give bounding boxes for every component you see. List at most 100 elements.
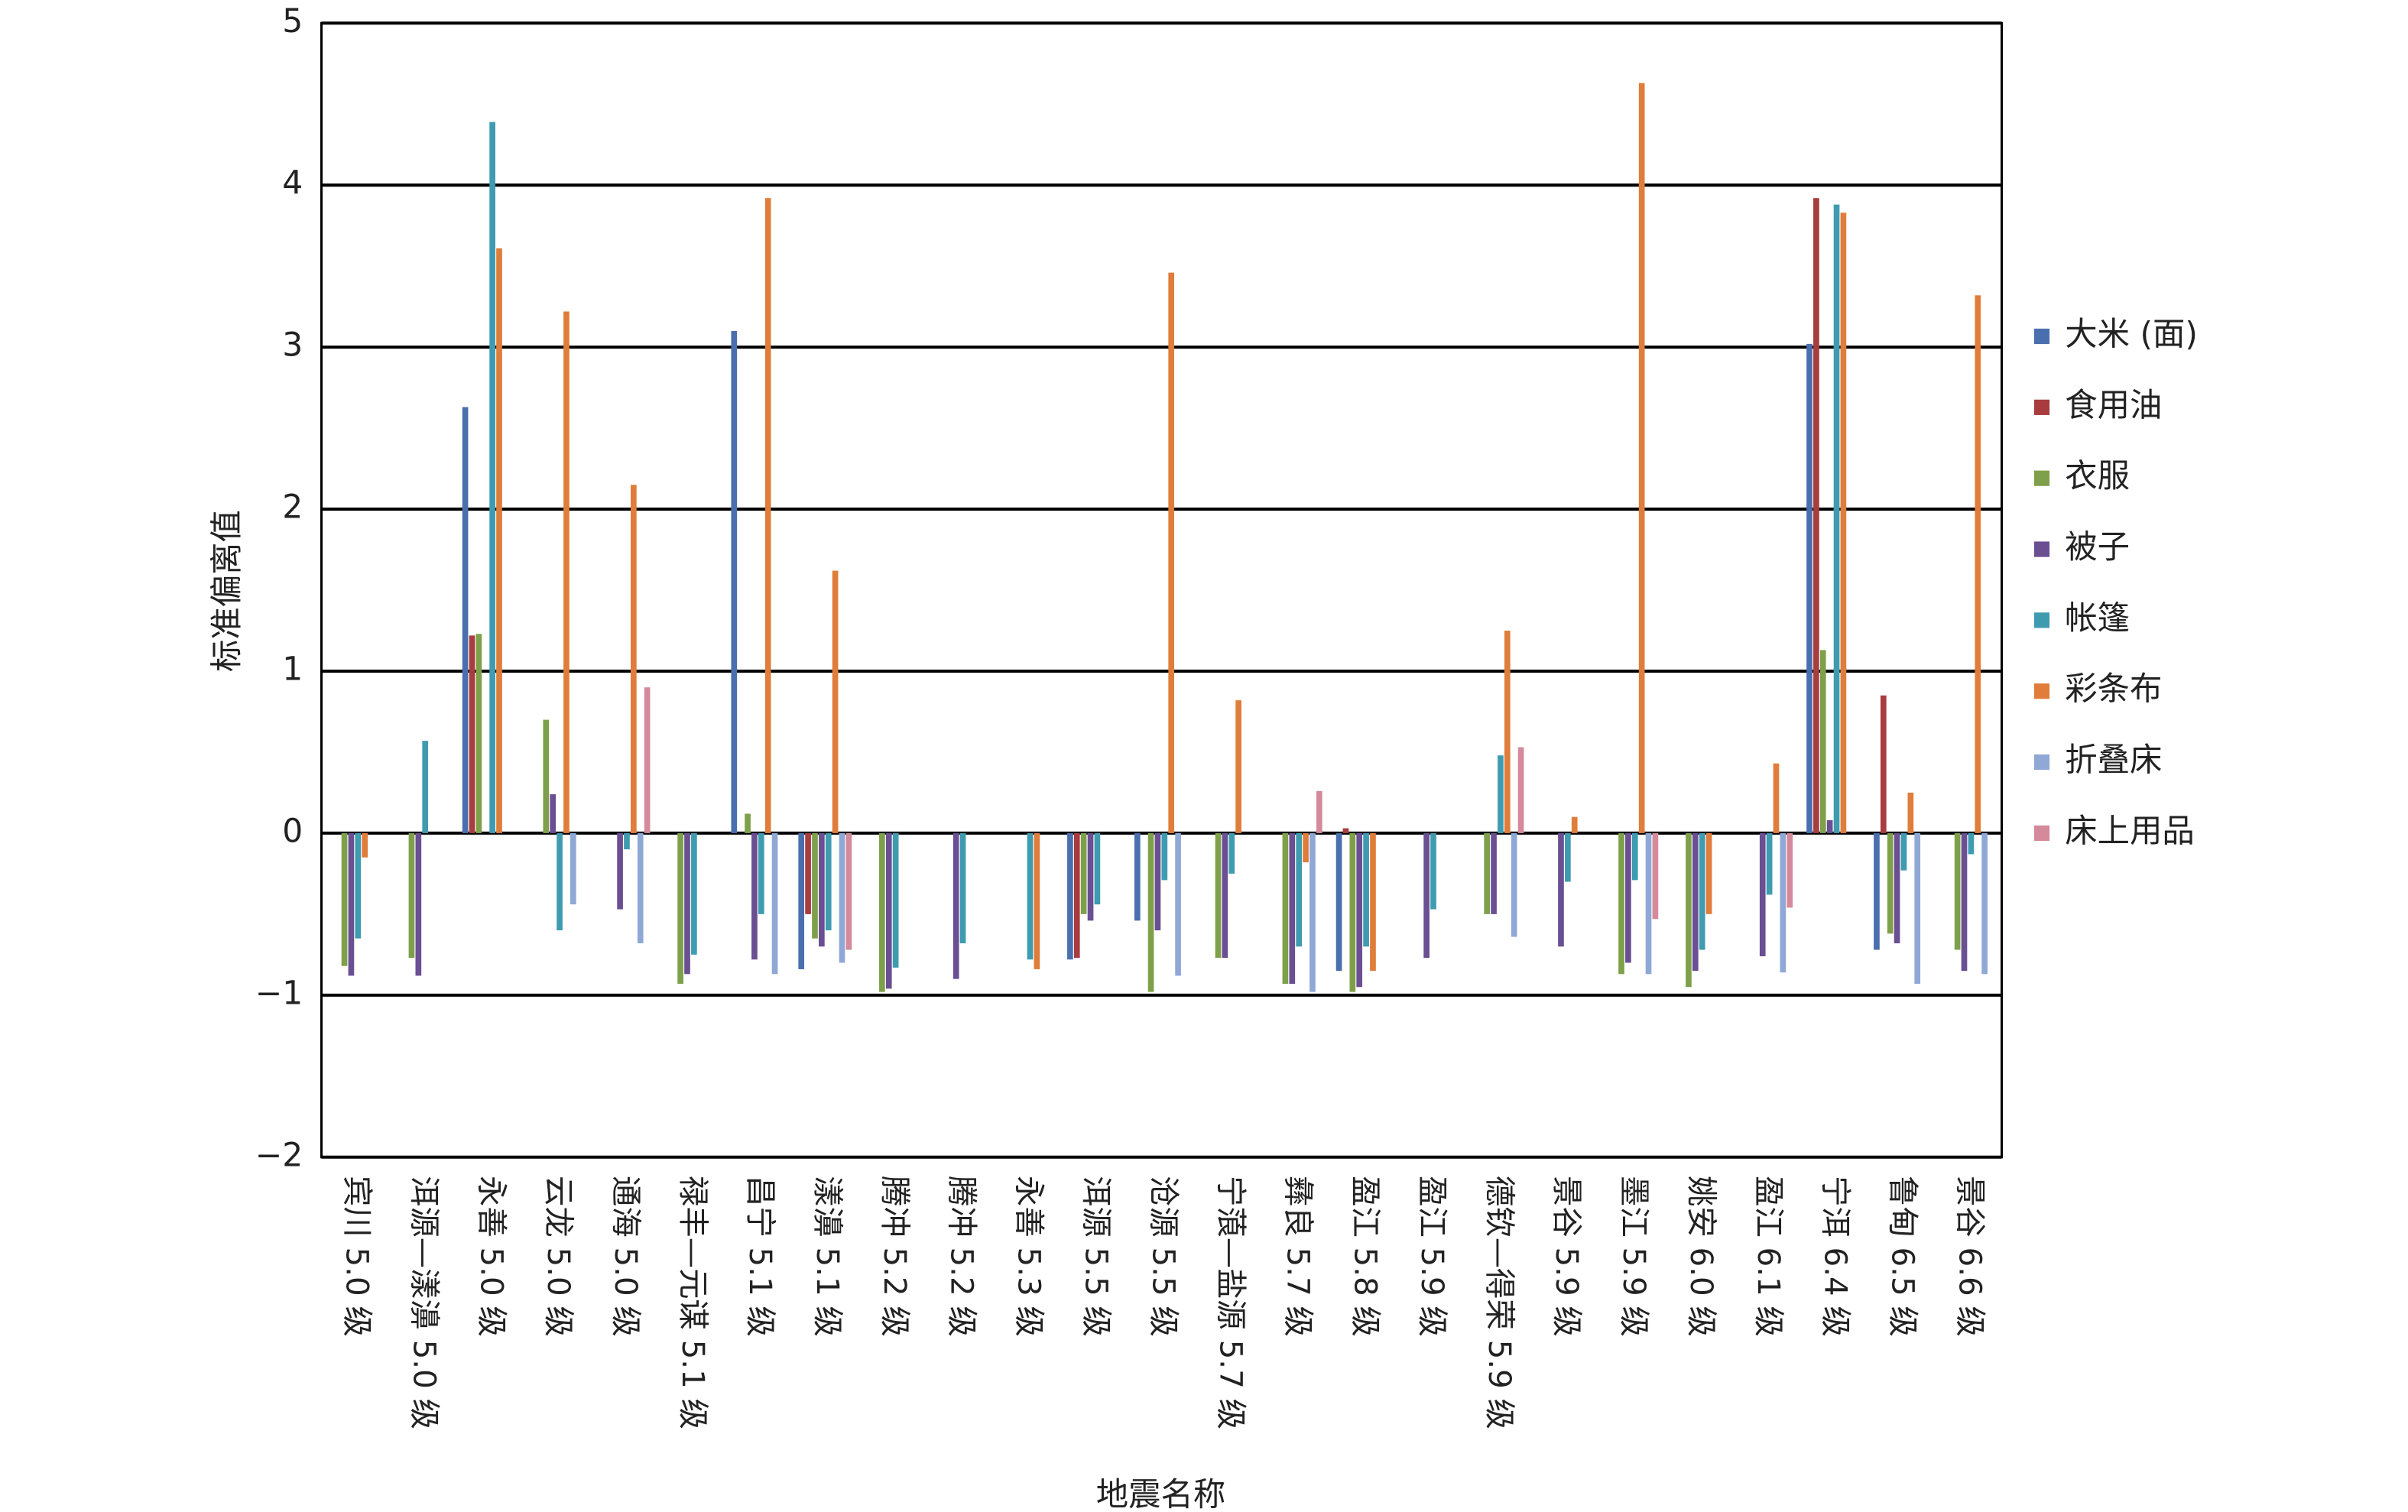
x-tick-label: 盈江 5.9 级 — [1414, 1176, 1450, 1337]
legend-label: 床上用品 — [2065, 812, 2195, 849]
x-tick-label: 漾濞 5.1 级 — [810, 1176, 845, 1337]
bar — [341, 832, 348, 966]
bar — [771, 832, 778, 975]
bar — [1833, 204, 1840, 833]
x-tick-label: 永善 5.3 级 — [1011, 1176, 1047, 1337]
bar — [731, 330, 738, 833]
bar — [1638, 83, 1645, 833]
bar — [1147, 832, 1154, 992]
bar — [1907, 792, 1914, 833]
bar — [570, 832, 576, 905]
bar — [475, 634, 482, 833]
bar — [1766, 832, 1773, 895]
bar — [1975, 295, 1981, 833]
bar — [355, 832, 362, 939]
bar — [1759, 832, 1766, 956]
x-tick-label: 永善 5.0 级 — [473, 1176, 509, 1337]
y-tick-label: −1 — [255, 974, 303, 1011]
bar — [1813, 198, 1819, 833]
x-axis-label: 地震名称 — [1096, 1475, 1226, 1512]
bar — [677, 832, 683, 985]
bar — [1309, 832, 1316, 992]
y-tick-label: −2 — [255, 1136, 303, 1173]
bar — [839, 832, 845, 963]
bar — [1773, 763, 1780, 833]
bar — [644, 687, 651, 833]
bar — [1282, 832, 1289, 985]
bar — [1235, 700, 1241, 833]
bar — [617, 832, 623, 910]
bar — [1565, 832, 1571, 882]
bar — [1631, 832, 1638, 881]
bar — [1517, 747, 1524, 833]
bar — [684, 832, 690, 975]
bar — [1303, 832, 1309, 863]
bar — [1134, 832, 1141, 921]
bar — [691, 832, 697, 955]
x-tick-label: 通海 5.0 级 — [608, 1176, 644, 1337]
bar — [415, 832, 422, 976]
legend-swatch — [2033, 328, 2050, 345]
bar — [1787, 832, 1793, 908]
bar — [812, 832, 818, 939]
bar — [885, 832, 892, 989]
bar — [1168, 272, 1175, 833]
bar — [952, 832, 959, 979]
bar — [1027, 832, 1034, 960]
x-tick-label: 腾冲 5.2 级 — [944, 1176, 980, 1337]
legend-label: 彩条布 — [2065, 670, 2162, 708]
bar — [1423, 832, 1430, 959]
bar — [1363, 832, 1369, 947]
bar — [624, 832, 630, 850]
bar — [1484, 832, 1491, 914]
bar — [959, 832, 966, 944]
bar — [550, 794, 557, 833]
bar — [1296, 832, 1303, 947]
bar — [1356, 832, 1363, 988]
bar — [1981, 832, 1988, 975]
bar — [1968, 832, 1975, 855]
bar — [798, 832, 805, 969]
bar — [758, 832, 764, 914]
bar — [1335, 832, 1342, 972]
bar — [422, 741, 429, 833]
legend-label: 食用油 — [2065, 386, 2162, 423]
bar — [1806, 343, 1812, 833]
bar — [1840, 213, 1847, 833]
bar — [1491, 832, 1497, 914]
bar — [543, 719, 550, 833]
bar — [1370, 832, 1376, 972]
x-tick-label: 盈江 5.8 级 — [1347, 1176, 1383, 1337]
bar — [1961, 832, 1968, 972]
bar — [1914, 832, 1921, 985]
x-tick-label: 宁蒗—盐源 5.7 级 — [1212, 1176, 1248, 1429]
x-tick-label: 景谷 5.9 级 — [1549, 1176, 1585, 1337]
bar — [1175, 832, 1181, 976]
x-tick-label: 德钦—得荣 5.9 级 — [1481, 1176, 1517, 1429]
y-tick-label: 3 — [282, 326, 303, 364]
x-tick-label: 昌宁 5.1 级 — [742, 1176, 778, 1337]
bar — [637, 832, 644, 944]
bar — [563, 311, 570, 833]
bar — [1874, 832, 1880, 950]
bar — [1699, 832, 1705, 950]
bar — [1826, 819, 1833, 833]
y-axis-label: 标准偏离值 — [208, 510, 245, 672]
bar — [1894, 832, 1900, 944]
bar — [1161, 832, 1168, 881]
bar — [1094, 832, 1101, 905]
legend-label: 被子 — [2065, 528, 2130, 566]
legend-swatch — [2033, 683, 2050, 699]
x-tick-label: 宁洱 6.4 级 — [1818, 1176, 1854, 1337]
bar — [1154, 832, 1161, 931]
y-tick-label: 5 — [282, 2, 303, 40]
y-tick-label: 1 — [282, 650, 303, 687]
x-tick-label: 墨江 5.9 级 — [1616, 1176, 1652, 1337]
bar — [832, 570, 839, 833]
bar — [1686, 832, 1692, 988]
bar — [489, 122, 495, 833]
legend-swatch — [2033, 612, 2050, 628]
legend-label: 折叠床 — [2065, 741, 2162, 779]
bar — [469, 635, 475, 833]
bar — [1289, 832, 1296, 985]
